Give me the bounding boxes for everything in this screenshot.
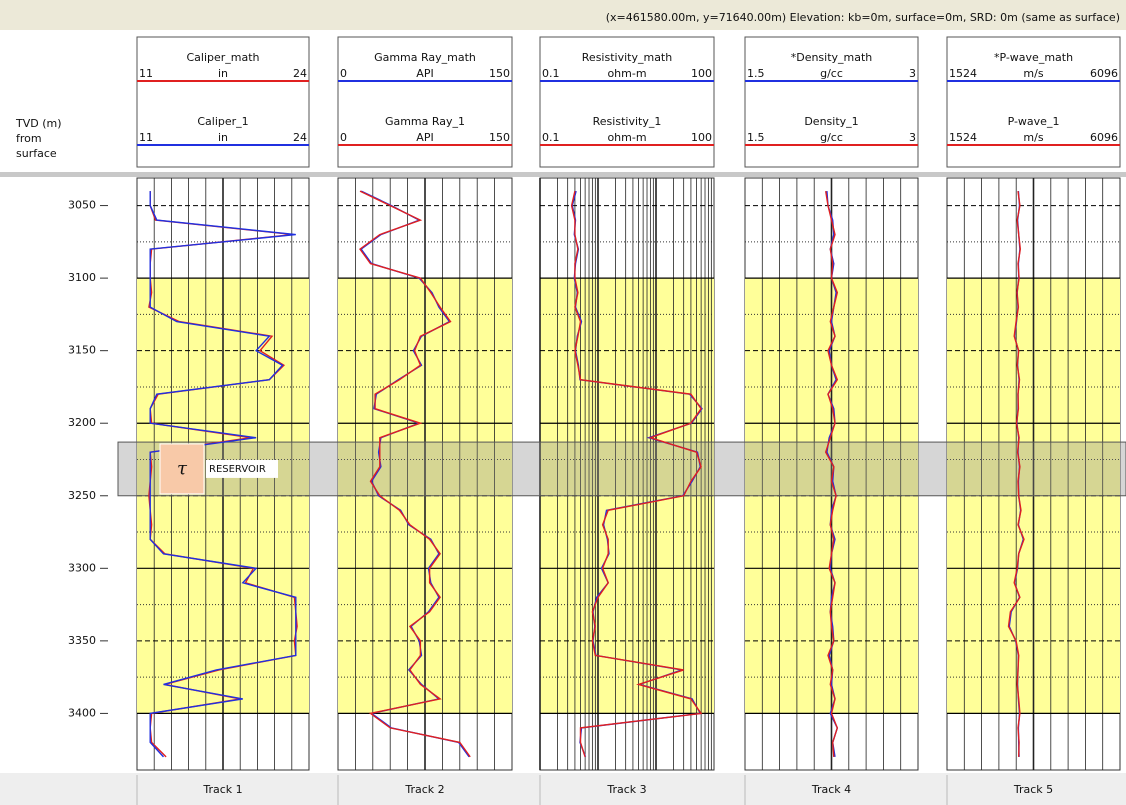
curve-name: P-wave_1 — [1008, 115, 1060, 128]
scale-unit: in — [218, 67, 228, 80]
y-tick-label: 3050 — [68, 199, 96, 212]
scale-max: 3 — [909, 131, 916, 144]
scale-unit: API — [416, 131, 433, 144]
footer-band — [0, 773, 1126, 805]
log-curve — [824, 190, 839, 757]
status-text: (x=461580.00m, y=71640.00m) Elevation: k… — [606, 11, 1120, 24]
y-tick-label: 3100 — [68, 271, 96, 284]
scale-max: 6096 — [1090, 131, 1118, 144]
reservoir-label-bg — [206, 459, 278, 478]
reservoir-icon — [159, 443, 205, 495]
log-curve — [149, 191, 297, 758]
curve-name: Caliper_math — [186, 51, 259, 64]
log-curve — [359, 190, 471, 758]
track-name: Track 5 — [1013, 783, 1053, 796]
track-name: Track 1 — [202, 783, 242, 796]
curve-name: *Density_math — [791, 51, 873, 64]
header-separator — [0, 172, 1126, 177]
scale-min: 1524 — [949, 131, 977, 144]
scale-max: 100 — [691, 67, 712, 80]
scale-min: 11 — [139, 67, 153, 80]
scale-max: 3 — [909, 67, 916, 80]
reservoir-symbol: τ — [177, 458, 188, 479]
scale-max: 150 — [489, 131, 510, 144]
log-curve — [1007, 191, 1025, 757]
curve-name: Resistivity_1 — [593, 115, 662, 128]
track-name: Track 4 — [811, 783, 851, 796]
status-bar — [0, 0, 1126, 30]
scale-unit: g/cc — [820, 67, 843, 80]
scale-max: 24 — [293, 67, 307, 80]
scale-min: 1524 — [949, 67, 977, 80]
y-tick-label: 3150 — [68, 344, 96, 357]
curve-name: Resistivity_math — [582, 51, 672, 64]
scale-max: 6096 — [1090, 67, 1118, 80]
scale-max: 100 — [691, 131, 712, 144]
scale-min: 1.5 — [747, 67, 765, 80]
scale-max: 150 — [489, 67, 510, 80]
reservoir-band — [117, 441, 1126, 497]
scale-min: 0.1 — [542, 67, 560, 80]
scale-min: 11 — [139, 131, 153, 144]
curve-name: Density_1 — [804, 115, 858, 128]
scale-unit: ohm-m — [607, 67, 646, 80]
track-name: Track 2 — [404, 783, 444, 796]
curve-name: Gamma Ray_math — [374, 51, 476, 64]
scale-unit: API — [416, 67, 433, 80]
curve-name: Gamma Ray_1 — [385, 115, 465, 128]
depth-axis-label: surface — [16, 147, 57, 160]
reservoir-label: RESERVOIR — [209, 464, 266, 475]
scale-min: 0 — [340, 131, 347, 144]
y-tick-label: 3300 — [68, 561, 96, 574]
scale-unit: m/s — [1023, 67, 1043, 80]
scale-unit: in — [218, 131, 228, 144]
scale-min: 0.1 — [542, 131, 560, 144]
y-tick-label: 3200 — [68, 416, 96, 429]
scale-unit: g/cc — [820, 131, 843, 144]
y-tick-label: 3250 — [68, 489, 96, 502]
scale-max: 24 — [293, 131, 307, 144]
curve-name: Caliper_1 — [197, 115, 248, 128]
y-tick-label: 3400 — [68, 706, 96, 719]
depth-axis-label: from — [16, 132, 42, 145]
track-name: Track 3 — [606, 783, 646, 796]
scale-unit: m/s — [1023, 131, 1043, 144]
log-curve — [570, 190, 703, 758]
depth-axis-label: TVD (m) — [15, 117, 62, 130]
curve-name: *P-wave_math — [994, 51, 1073, 64]
y-tick-label: 3350 — [68, 634, 96, 647]
scale-min: 1.5 — [747, 131, 765, 144]
scale-min: 0 — [340, 67, 347, 80]
scale-unit: ohm-m — [607, 131, 646, 144]
